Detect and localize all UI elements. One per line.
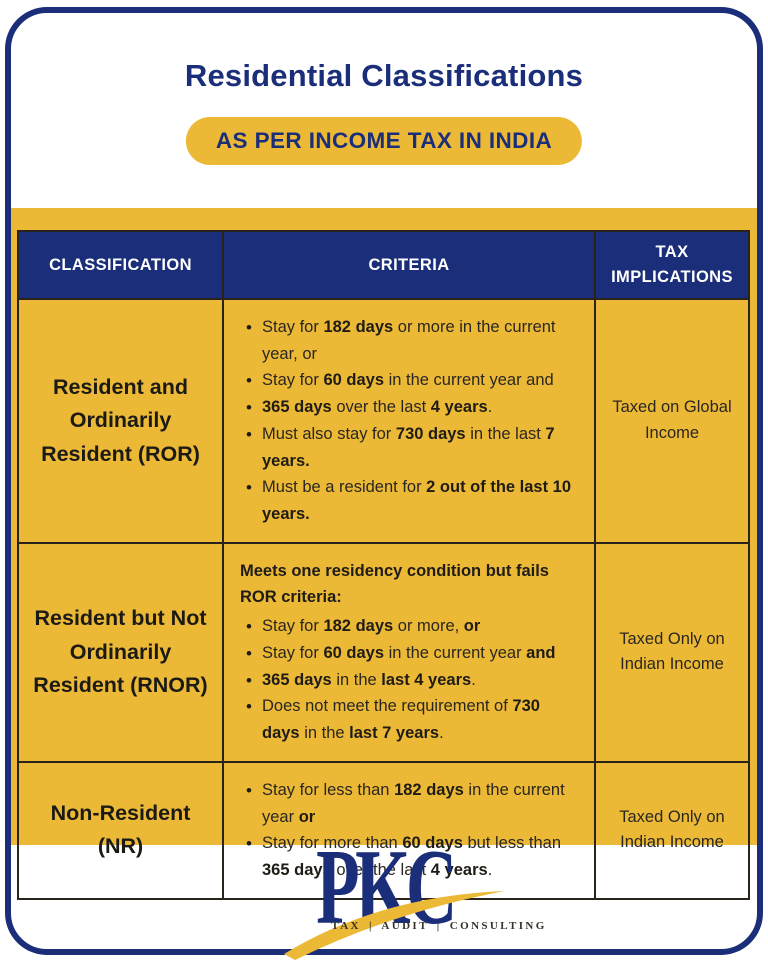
criteria-cell: Meets one residency condition but fails … [222, 541, 596, 763]
criteria-item: 365 days over the last 4 years. [240, 394, 580, 421]
subtitle-badge: AS PER INCOME TAX IN INDIA [185, 117, 583, 165]
criteria-item: Must also stay for 730 days in the last … [240, 421, 580, 474]
logo-wordmark: PKC [0, 834, 768, 942]
criteria-intro: Meets one residency condition but fails … [240, 561, 549, 607]
logo-wordmark-text: PKC [315, 828, 457, 947]
criteria-item: Must be a resident for 2 out of the last… [240, 474, 580, 527]
tax-implication-cell: Taxed Only on Indian Income [594, 760, 750, 900]
tax-implication-cell: Taxed on Global Income [594, 298, 750, 544]
header-cell-classification: CLASSIFICATION [17, 230, 224, 300]
criteria-item: Stay for 60 days in the current year and [240, 367, 580, 394]
table-row-nr: Non-Resident (NR) Stay for less than 182… [17, 760, 750, 900]
tax-implication-cell: Taxed Only on Indian Income [594, 541, 750, 763]
criteria-list: Stay for 182 days or more in the current… [240, 314, 580, 528]
criteria-cell: Stay for 182 days or more in the current… [222, 298, 596, 544]
criteria-item: Stay for 182 days or more in the current… [240, 314, 580, 367]
criteria-list: Stay for less than 182 days in the curre… [240, 777, 580, 884]
criteria-item: Stay for 182 days or more, or [240, 613, 580, 640]
table-row-ror: Resident and Ordinarily Resident (ROR) S… [17, 298, 750, 544]
criteria-item: 365 days in the last 4 years. [240, 667, 580, 694]
classification-table: CLASSIFICATION CRITERIA TAX IMPLICATIONS… [17, 230, 750, 900]
logo-tagline: TAX | AUDIT | CONSULTING [331, 920, 547, 932]
header-cell-criteria: CRITERIA [222, 230, 596, 300]
subtitle-badge-label: AS PER INCOME TAX IN INDIA [215, 128, 553, 153]
criteria-cell: Stay for less than 182 days in the curre… [222, 760, 596, 900]
pkc-logo: PKC TAX | AUDIT | CONSULTING [0, 834, 768, 960]
classification-cell: Resident but Not Ordinarily Resident (RN… [17, 541, 224, 763]
header-cell-tax-implications: TAX IMPLICATIONS [594, 230, 750, 300]
criteria-list: Stay for 182 days or more, orStay for 60… [240, 613, 580, 747]
swoosh-icon [284, 891, 505, 960]
table-row-rnor: Resident but Not Ordinarily Resident (RN… [17, 541, 750, 763]
criteria-item: Stay for 60 days in the current year and [240, 640, 580, 667]
classification-cell: Non-Resident (NR) [17, 760, 224, 900]
table-header-row: CLASSIFICATION CRITERIA TAX IMPLICATIONS [17, 230, 750, 300]
page-title: Residential Classifications [184, 58, 584, 93]
criteria-item: Stay for more than 60 days but less than… [240, 830, 580, 883]
classification-cell: Resident and Ordinarily Resident (ROR) [17, 298, 224, 544]
criteria-item: Does not meet the requirement of 730 day… [240, 693, 580, 746]
criteria-item: Stay for less than 182 days in the curre… [240, 777, 580, 830]
